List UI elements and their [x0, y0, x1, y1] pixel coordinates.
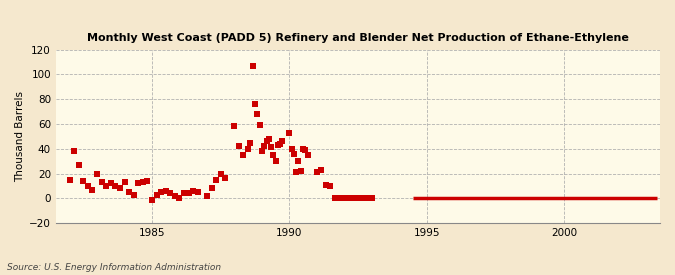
Point	[206, 186, 217, 191]
Point	[265, 145, 276, 150]
Point	[229, 124, 240, 129]
Point	[300, 148, 310, 152]
Point	[275, 142, 286, 146]
Point	[311, 170, 322, 175]
Point	[293, 159, 304, 163]
Point	[211, 178, 221, 182]
Point	[138, 180, 148, 185]
Point	[142, 179, 153, 183]
Point	[252, 112, 263, 116]
Point	[151, 192, 162, 197]
Point	[334, 196, 345, 200]
Point	[69, 149, 80, 153]
Point	[165, 191, 176, 196]
Point	[124, 190, 134, 194]
Point	[270, 159, 281, 163]
Point	[261, 139, 272, 144]
Point	[302, 153, 313, 157]
Point	[298, 147, 308, 151]
Point	[352, 196, 363, 200]
Point	[284, 130, 295, 135]
Point	[254, 123, 265, 127]
Point	[179, 191, 190, 196]
Point	[146, 197, 157, 202]
Point	[115, 186, 126, 191]
Point	[101, 184, 111, 188]
Point	[92, 171, 103, 176]
Point	[337, 196, 348, 200]
Title: Monthly West Coast (PADD 5) Refinery and Blender Net Production of Ethane-Ethyle: Monthly West Coast (PADD 5) Refinery and…	[87, 33, 629, 43]
Point	[97, 180, 107, 185]
Point	[234, 144, 244, 148]
Point	[344, 196, 354, 200]
Point	[247, 64, 258, 68]
Point	[325, 184, 336, 188]
Point	[192, 190, 203, 194]
Point	[82, 184, 93, 188]
Point	[250, 102, 261, 106]
Text: Source: U.S. Energy Information Administration: Source: U.S. Energy Information Administ…	[7, 263, 221, 272]
Y-axis label: Thousand Barrels: Thousand Barrels	[15, 91, 25, 182]
Point	[263, 137, 274, 141]
Point	[321, 183, 331, 187]
Point	[174, 196, 185, 200]
Point	[362, 196, 373, 200]
Point	[78, 179, 88, 183]
Point	[367, 196, 377, 200]
Point	[238, 153, 249, 157]
Point	[289, 152, 300, 156]
Point	[74, 163, 84, 167]
Point	[119, 180, 130, 185]
Point	[64, 178, 75, 182]
Point	[339, 196, 350, 200]
Point	[332, 196, 343, 200]
Point	[87, 188, 98, 192]
Point	[268, 153, 279, 157]
Point	[330, 196, 341, 200]
Point	[259, 144, 269, 148]
Point	[291, 170, 302, 175]
Point	[316, 167, 327, 172]
Point	[202, 194, 213, 198]
Point	[105, 181, 116, 186]
Point	[220, 176, 231, 181]
Point	[133, 181, 144, 186]
Point	[183, 191, 194, 196]
Point	[156, 190, 167, 194]
Point	[348, 196, 358, 200]
Point	[296, 169, 306, 173]
Point	[128, 192, 139, 197]
Point	[110, 184, 121, 188]
Point	[273, 143, 284, 147]
Point	[357, 196, 368, 200]
Point	[245, 140, 256, 145]
Point	[188, 189, 198, 193]
Point	[215, 171, 226, 176]
Point	[161, 189, 171, 193]
Point	[256, 149, 267, 153]
Point	[243, 147, 254, 151]
Point	[341, 196, 352, 200]
Point	[277, 139, 288, 144]
Point	[169, 194, 180, 198]
Point	[286, 147, 297, 151]
